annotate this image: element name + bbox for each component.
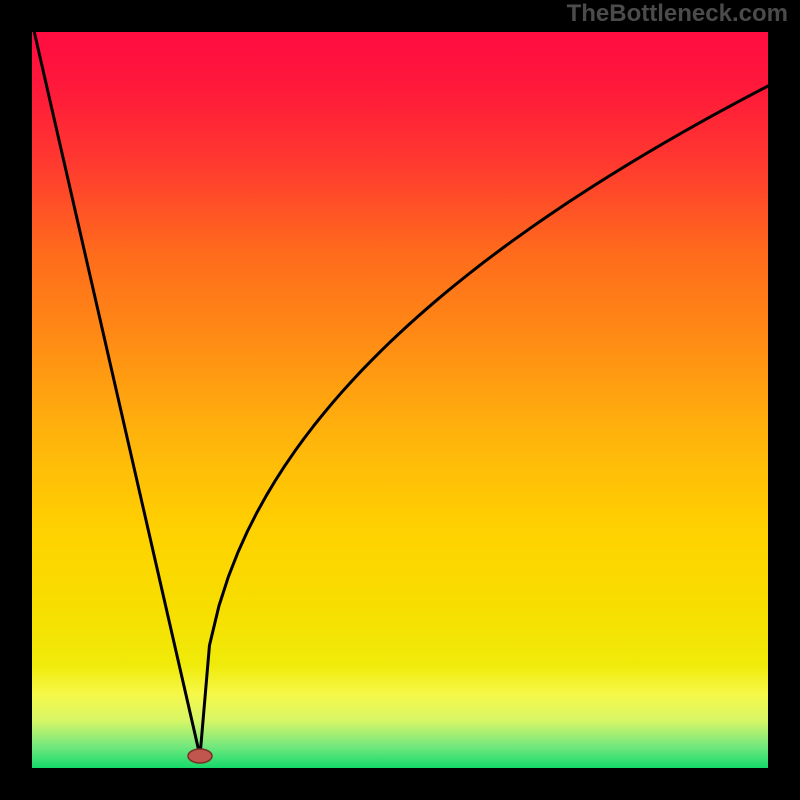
- bottleneck-chart: TheBottleneck.com: [0, 0, 800, 800]
- chart-svg: [0, 0, 800, 800]
- plot-area: [32, 32, 768, 768]
- minimum-marker: [188, 749, 212, 763]
